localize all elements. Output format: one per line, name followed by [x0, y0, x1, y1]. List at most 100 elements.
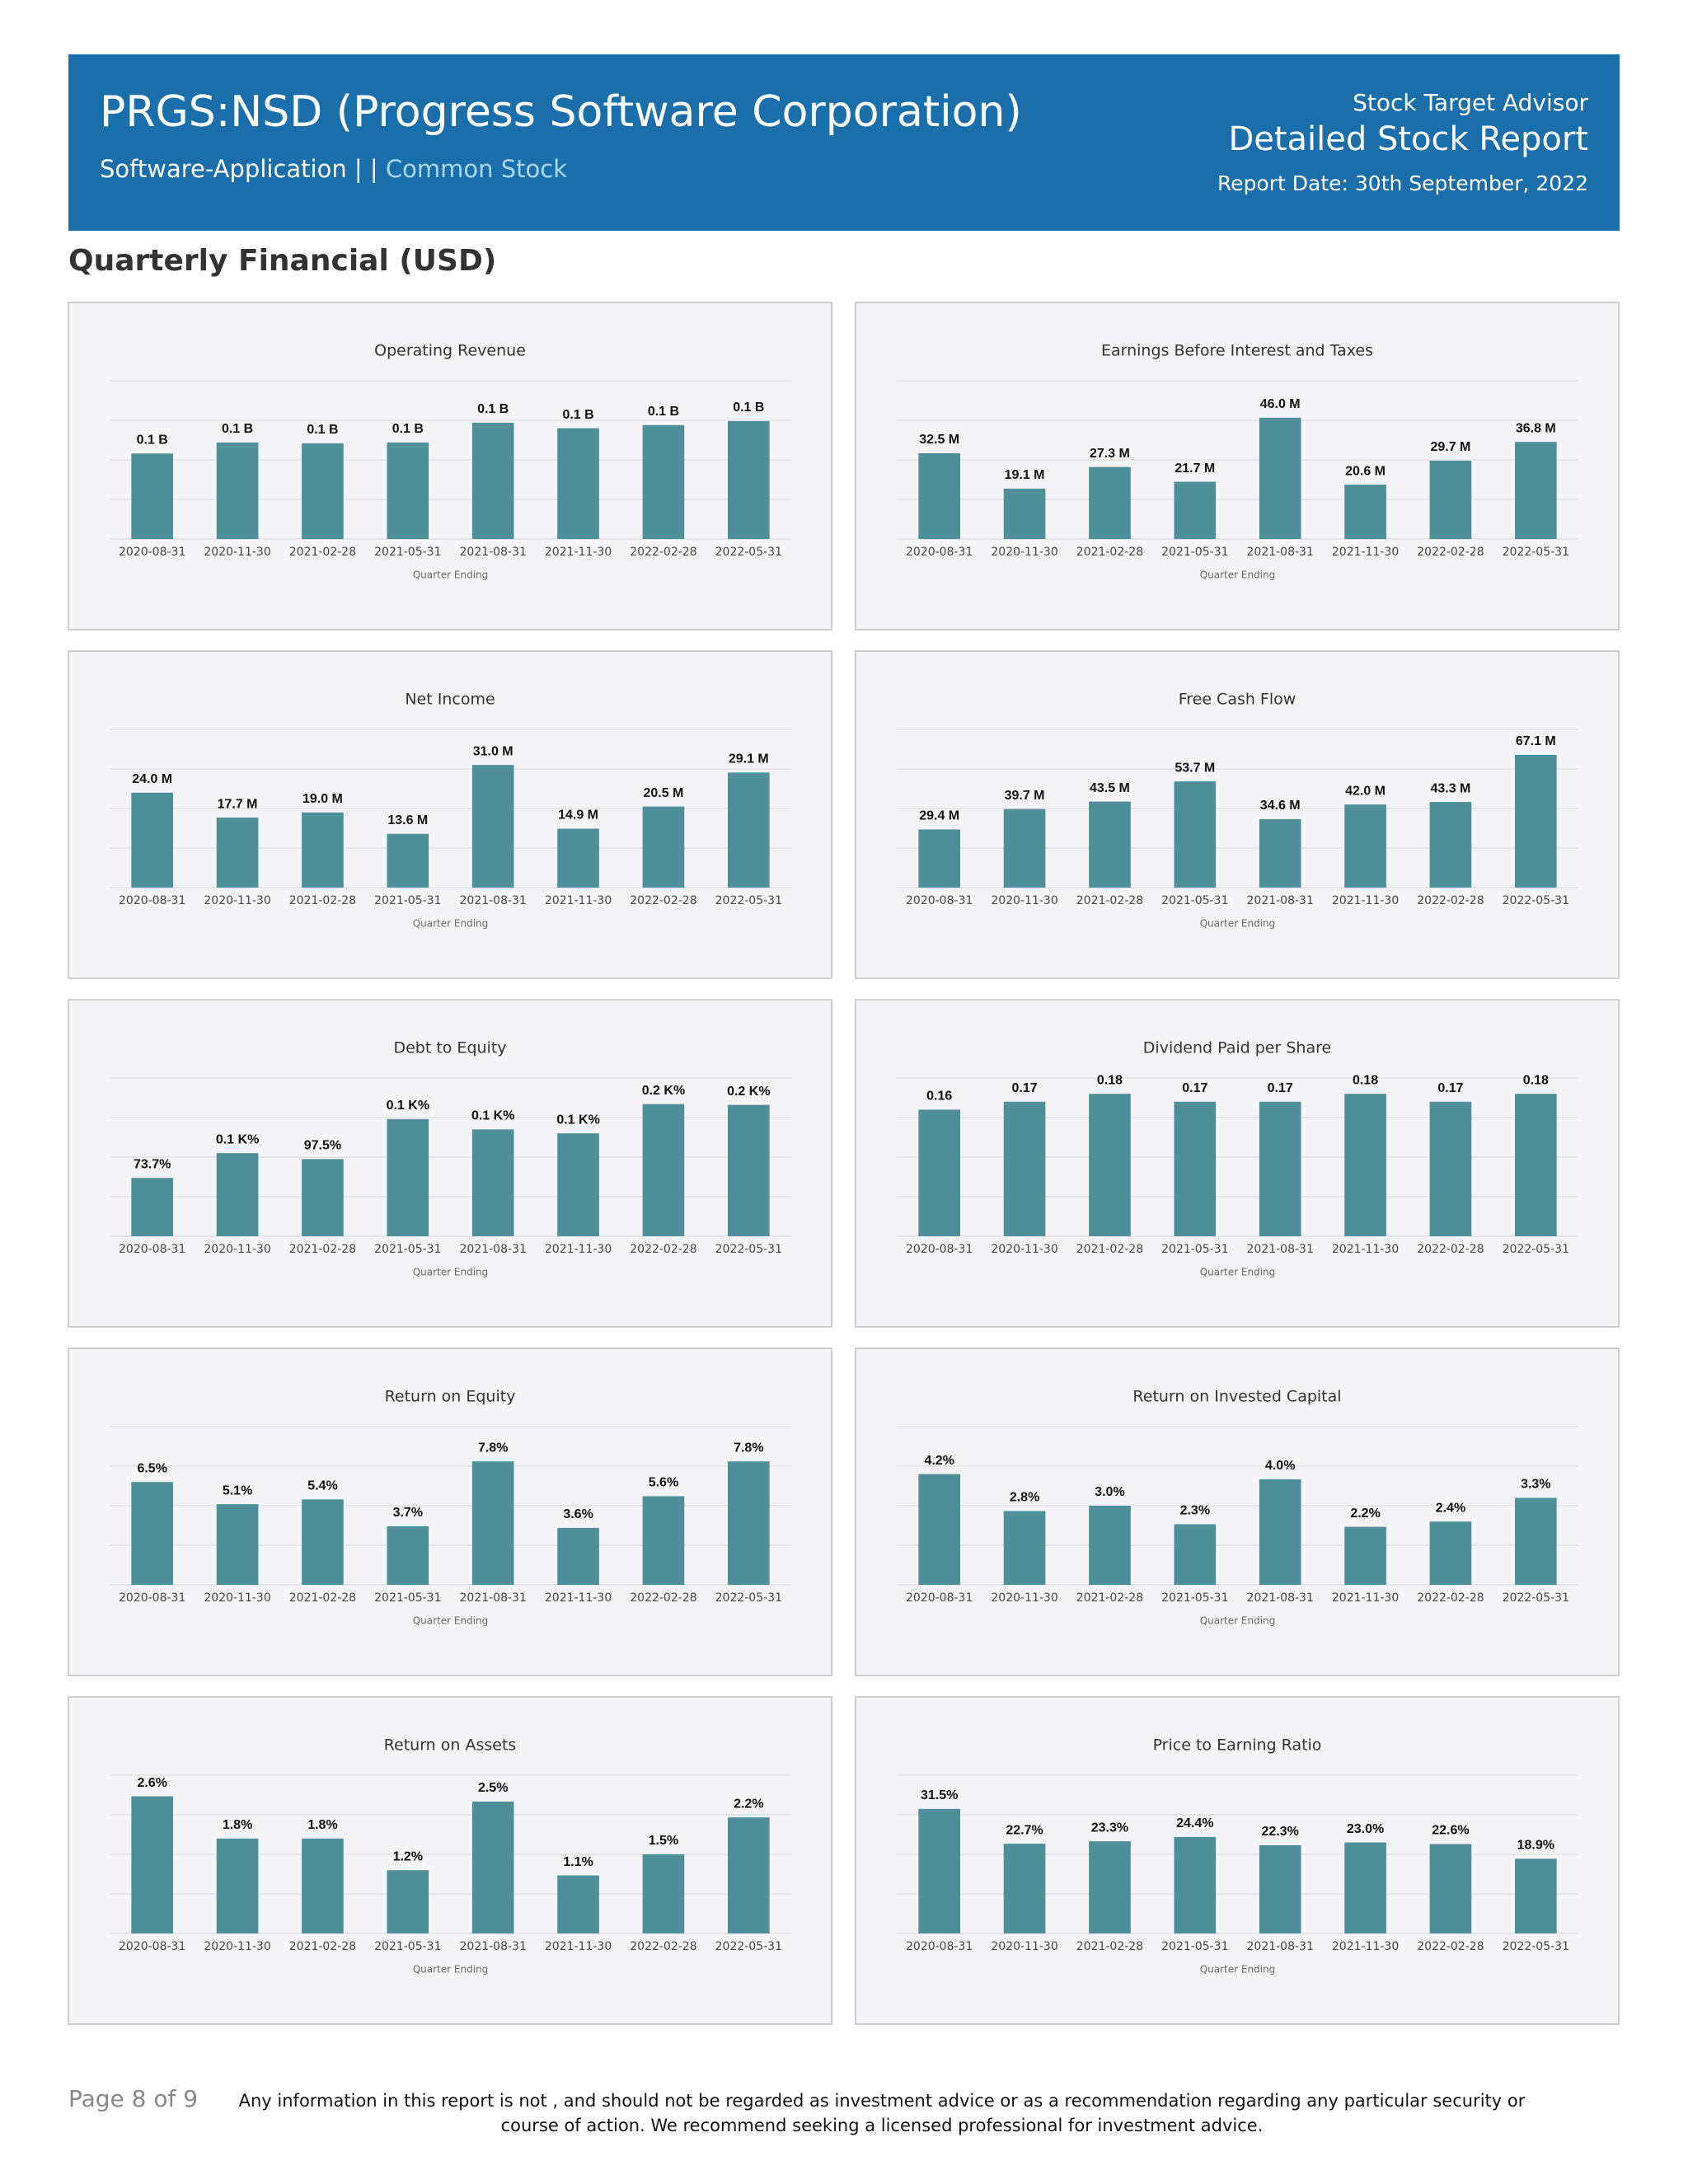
x-tick-label: 2021-08-31 — [460, 894, 527, 907]
x-axis-title: Quarter Ending — [413, 1615, 489, 1627]
data-label: 22.7% — [1006, 1823, 1043, 1837]
chart-panel — [68, 650, 832, 979]
bar — [131, 453, 174, 539]
bar — [918, 829, 961, 888]
x-tick-label: 2020-08-31 — [906, 894, 973, 907]
x-tick-label: 2021-05-31 — [1161, 1243, 1228, 1256]
bar — [1174, 1101, 1217, 1236]
data-label: 0.1 B — [562, 408, 593, 422]
data-label: 29.4 M — [919, 809, 959, 823]
x-axis-title: Quarter Ending — [1200, 918, 1276, 930]
data-label: 24.4% — [1176, 1816, 1213, 1830]
bar — [216, 1504, 259, 1585]
bar — [727, 1461, 770, 1585]
bar — [727, 420, 770, 539]
data-label: 7.8% — [478, 1441, 508, 1455]
report-title: PRGS:NSD (Progress Software Corporation) — [100, 87, 1022, 137]
bar — [1344, 485, 1386, 539]
bar — [557, 1875, 599, 1933]
data-label: 0.1 B — [137, 434, 168, 448]
x-tick-label: 2021-08-31 — [1247, 1940, 1314, 1953]
x-tick-label: 2022-02-28 — [630, 1243, 696, 1256]
x-tick-label: 2020-11-30 — [991, 1591, 1057, 1605]
bar — [1514, 442, 1557, 539]
x-tick-label: 2021-05-31 — [1161, 894, 1228, 907]
bar — [1514, 754, 1557, 888]
x-tick-label: 2020-11-30 — [991, 1940, 1057, 1953]
chart-panel — [68, 1696, 832, 2025]
x-axis-title: Quarter Ending — [1200, 1267, 1276, 1278]
bar — [918, 453, 961, 539]
stock-type: Common Stock — [385, 155, 567, 183]
bar — [387, 1118, 429, 1236]
x-tick-label: 2021-05-31 — [374, 1243, 441, 1256]
x-tick-label: 2021-11-30 — [545, 894, 612, 907]
data-label: 3.0% — [1095, 1485, 1124, 1499]
data-label: 97.5% — [304, 1139, 341, 1153]
data-label: 1.2% — [393, 1849, 423, 1863]
bar — [131, 1178, 174, 1236]
data-label: 3.7% — [393, 1506, 423, 1520]
data-label: 1.1% — [563, 1855, 593, 1869]
bar — [1003, 1844, 1046, 1933]
bar — [216, 818, 259, 888]
data-label: 0.18 — [1523, 1073, 1549, 1087]
bar — [1089, 1094, 1131, 1236]
x-tick-label: 2021-02-28 — [289, 1243, 356, 1256]
data-label: 29.1 M — [729, 752, 769, 766]
x-tick-label: 2021-08-31 — [460, 1940, 527, 1953]
x-tick-label: 2022-02-28 — [1417, 1243, 1484, 1256]
bar — [1174, 1836, 1217, 1933]
x-tick-label: 2021-11-30 — [1332, 546, 1399, 559]
x-tick-label: 2022-02-28 — [1417, 1591, 1484, 1605]
bar — [1344, 804, 1386, 888]
x-tick-label: 2021-02-28 — [1076, 1940, 1143, 1953]
x-tick-label: 2021-08-31 — [460, 1243, 527, 1256]
data-label: 4.2% — [924, 1454, 954, 1468]
bar — [216, 442, 259, 539]
data-label: 31.5% — [921, 1788, 958, 1802]
page-number: Page 8 of 9 — [68, 2085, 199, 2112]
data-label: 7.8% — [734, 1441, 763, 1455]
data-label: 0.2 K% — [642, 1084, 685, 1098]
data-label: 18.9% — [1517, 1838, 1554, 1852]
chart-title: Free Cash Flow — [1179, 691, 1296, 709]
data-label: 32.5 M — [919, 433, 959, 447]
data-label: 5.6% — [649, 1476, 678, 1490]
data-label: 2.6% — [137, 1776, 166, 1790]
x-tick-label: 2021-05-31 — [374, 1591, 441, 1605]
x-tick-label: 2021-05-31 — [374, 546, 441, 559]
bar — [387, 833, 429, 888]
bar — [642, 1104, 685, 1236]
x-tick-label: 2022-02-28 — [630, 1591, 696, 1605]
bar — [1344, 1094, 1386, 1236]
data-label: 2.2% — [1350, 1507, 1380, 1521]
x-tick-label: 2022-05-31 — [1503, 1243, 1569, 1256]
bar — [1259, 1479, 1301, 1585]
x-tick-label: 2020-11-30 — [991, 1243, 1057, 1256]
x-tick-label: 2021-11-30 — [545, 1940, 612, 1953]
x-tick-label: 2021-11-30 — [1332, 1591, 1399, 1605]
x-tick-label: 2021-05-31 — [1161, 1591, 1228, 1605]
x-tick-label: 2020-08-31 — [906, 1940, 973, 1953]
data-label: 14.9 M — [558, 808, 598, 823]
disclaimer: Any information in this report is not , … — [238, 2091, 1526, 2135]
data-label: 0.16 — [926, 1090, 952, 1104]
x-tick-label: 2021-02-28 — [289, 546, 356, 559]
header: PRGS:NSD (Progress Software Corporation)… — [68, 54, 1620, 231]
x-tick-label: 2021-05-31 — [374, 1940, 441, 1953]
bar — [918, 1109, 961, 1236]
bar — [727, 1104, 770, 1236]
bar — [1429, 1101, 1472, 1236]
x-tick-label: 2022-02-28 — [1417, 1940, 1484, 1953]
bar — [1089, 1841, 1131, 1933]
data-label: 0.1 K% — [216, 1132, 259, 1146]
data-label: 46.0 M — [1260, 397, 1301, 411]
x-axis-title: Quarter Ending — [1200, 1615, 1276, 1627]
bar — [1089, 466, 1131, 539]
bar — [387, 442, 429, 539]
report-name: Detailed Stock Report — [1228, 120, 1588, 158]
data-label: 2.2% — [734, 1797, 763, 1811]
